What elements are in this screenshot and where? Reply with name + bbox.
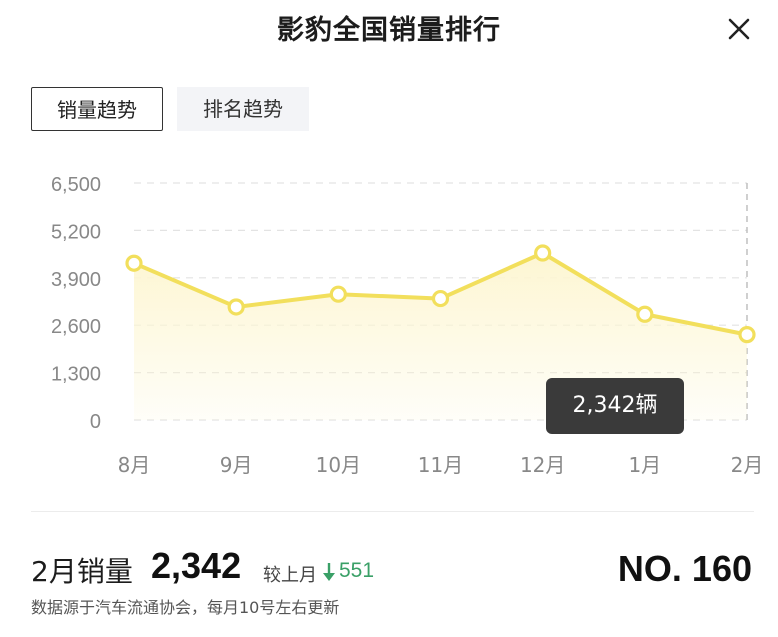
month-sales-label: 2月销量 xyxy=(31,555,133,588)
sales-summary: 2月销量 2,342 较上月 551 NO. 160 数据源于汽车流通协会，每月… xyxy=(31,545,756,625)
y-tick-label: 1,300 xyxy=(51,364,101,386)
x-tick-label: 12月 xyxy=(520,453,565,477)
close-icon[interactable] xyxy=(724,14,754,44)
rank-value: NO. 160 xyxy=(617,548,752,589)
data-point xyxy=(125,254,143,272)
y-tick-label: 6,500 xyxy=(51,174,101,196)
header: 影豹全国销量排行 xyxy=(0,0,778,60)
page-title: 影豹全国销量排行 xyxy=(277,15,501,46)
data-point xyxy=(534,244,552,262)
data-point xyxy=(636,305,654,323)
source-note: 数据源于汽车流通协会，每月10号左右更新 xyxy=(31,598,340,617)
divider xyxy=(31,511,754,512)
month-diff-value: 551 xyxy=(339,559,375,582)
tab-rank-trend[interactable]: 排名趋势 xyxy=(177,87,309,131)
value-tooltip: 2,342辆 xyxy=(546,378,684,434)
y-tick-label: 5,200 xyxy=(51,221,101,243)
y-tick-label: 3,900 xyxy=(51,269,101,291)
x-tick-label: 11月 xyxy=(418,453,463,477)
x-tick-label: 1月 xyxy=(628,453,661,477)
y-tick-label: 0 xyxy=(90,411,101,433)
tab-sales-trend[interactable]: 销量趋势 xyxy=(31,87,163,131)
month-sales-value: 2,342 xyxy=(151,545,242,586)
data-point xyxy=(431,289,450,308)
x-tick-label: 10月 xyxy=(316,453,361,477)
x-tick-label: 9月 xyxy=(220,453,253,477)
data-point xyxy=(738,326,756,344)
arrow-down-icon xyxy=(322,561,336,583)
data-point xyxy=(329,285,347,303)
sales-line-chart: 6,500 5,200 3,900 2,600 1,300 0 8月 9月 10月 11月 12月 1… xyxy=(51,174,764,477)
compare-label: 较上月 xyxy=(263,565,317,586)
data-point xyxy=(227,298,245,316)
y-tick-label: 2,600 xyxy=(51,316,101,338)
x-tick-label: 2月 xyxy=(731,453,764,477)
x-tick-label: 8月 xyxy=(118,453,151,477)
